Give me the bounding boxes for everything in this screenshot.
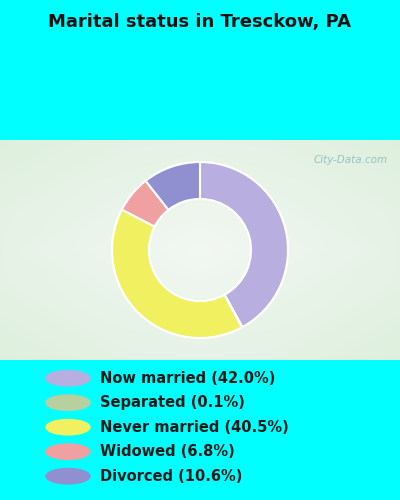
Text: Separated (0.1%): Separated (0.1%)	[100, 395, 245, 410]
Text: Never married (40.5%): Never married (40.5%)	[100, 420, 289, 434]
Circle shape	[46, 444, 90, 460]
Wedge shape	[112, 210, 242, 338]
Circle shape	[46, 468, 90, 484]
Circle shape	[46, 370, 90, 386]
Text: Now married (42.0%): Now married (42.0%)	[100, 370, 275, 386]
Circle shape	[46, 420, 90, 435]
Wedge shape	[200, 162, 288, 327]
Text: Widowed (6.8%): Widowed (6.8%)	[100, 444, 235, 459]
Text: Divorced (10.6%): Divorced (10.6%)	[100, 468, 242, 483]
Circle shape	[46, 395, 90, 410]
Wedge shape	[224, 294, 242, 328]
Wedge shape	[146, 162, 200, 210]
Wedge shape	[122, 181, 168, 226]
Text: Marital status in Tresckow, PA: Marital status in Tresckow, PA	[48, 12, 352, 30]
Text: City-Data.com: City-Data.com	[314, 156, 388, 166]
